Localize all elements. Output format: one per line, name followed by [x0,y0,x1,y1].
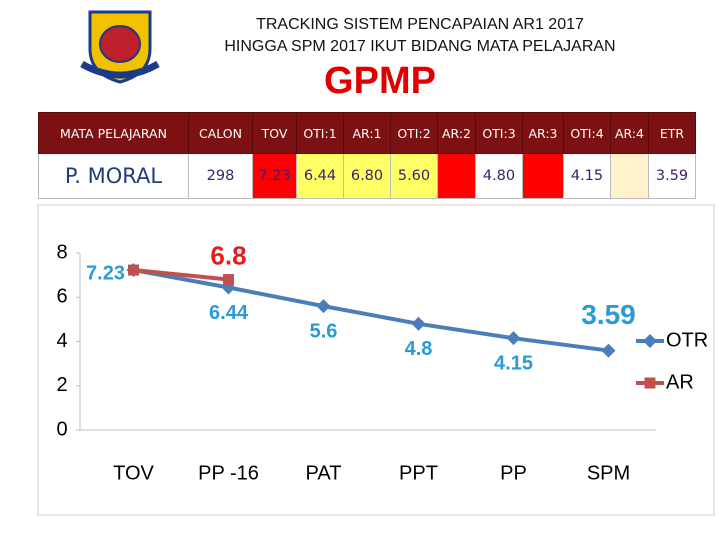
marker [223,274,234,286]
column-header: OTI:2 [390,112,438,154]
legend-label: OTR [666,329,708,351]
marker [506,331,521,346]
column-header: CALON [188,112,253,154]
marker [221,280,236,295]
data-label: 4.15 [494,352,533,374]
subject-code: GPMP [324,60,436,102]
column-header: ETR [648,112,696,154]
column-header: AR:2 [437,112,476,154]
x-tick-label: PAT [306,462,342,484]
title-line: TRACKING SISTEM PENCAPAIAN AR1 2017 [256,16,584,33]
legend-label: AR [666,371,694,393]
marker [411,316,426,331]
legend-marker [644,377,656,389]
marker [316,299,331,314]
data-label: 6.8 [210,240,246,270]
series-line [133,268,229,282]
y-tick-label: 6 [56,286,67,308]
table-cell: P. MORAL [38,153,189,199]
table-cell: 4.80 [475,153,523,199]
tracking-table: MATA PELAJARAN CALON TOV OTI:1 AR:1 OTI:2 AR:2… [38,112,696,199]
y-tick-label: 8 [56,241,67,263]
marker [128,264,139,276]
data-label: 4.8 [405,338,433,360]
title: TRACKING SISTEM PENCAPAIAN AR1 2017 HING… [170,14,670,58]
table-cell: 6.44 [296,153,344,199]
x-tick-label: PPT [399,462,438,484]
legend-marker [643,334,657,348]
column-header: MATA PELAJARAN [38,112,189,154]
marker [601,343,616,358]
x-tick-label: TOV [113,462,154,484]
column-header: TOV [252,112,297,154]
marker [126,263,141,278]
table-cell [437,153,476,199]
table-cell: 298 [188,153,253,199]
x-tick-label: PP -16 [198,462,259,484]
data-label: 6.44 [209,302,249,324]
table-cell [522,153,564,199]
data-label: 3.59 [581,299,636,330]
y-tick-label: 0 [56,418,67,440]
column-header: OTI:3 [475,112,523,154]
column-header: AR:4 [610,112,649,154]
data-label: 5.6 [310,320,338,342]
column-header: OTI:4 [563,112,611,154]
y-tick-label: 4 [56,330,67,352]
school-logo [80,10,160,84]
table-cell: 6.80 [343,153,391,199]
data-label: 7.23 [86,262,125,284]
header-row: MATA PELAJARAN CALON TOV OTI:1 AR:1 OTI:2 AR:2… [38,112,696,154]
table-cell [610,153,649,199]
title-line: HINGGA SPM 2017 IKUT BIDANG MATA PELAJAR… [224,38,616,55]
table-row: P. MORAL 298 7.23 6.44 6.80 5.60 4.80 4.15 3.59 [38,153,696,199]
table-cell: 4.15 [563,153,611,199]
column-header: AR:1 [343,112,391,154]
table-body: P. MORAL 298 7.23 6.44 6.80 5.60 4.80 4.15 3.59 [38,153,696,199]
table-cell: 7.23 [252,153,297,199]
chart-frame [37,204,715,516]
x-tick-label: SPM [587,462,630,484]
table-cell: 3.59 [648,153,696,199]
column-header: OTI:1 [296,112,344,154]
table-cell: 5.60 [390,153,438,199]
x-tick-label: PP [500,462,527,484]
y-tick-label: 2 [56,374,67,396]
series-line [133,268,609,353]
column-header: AR:3 [522,112,564,154]
